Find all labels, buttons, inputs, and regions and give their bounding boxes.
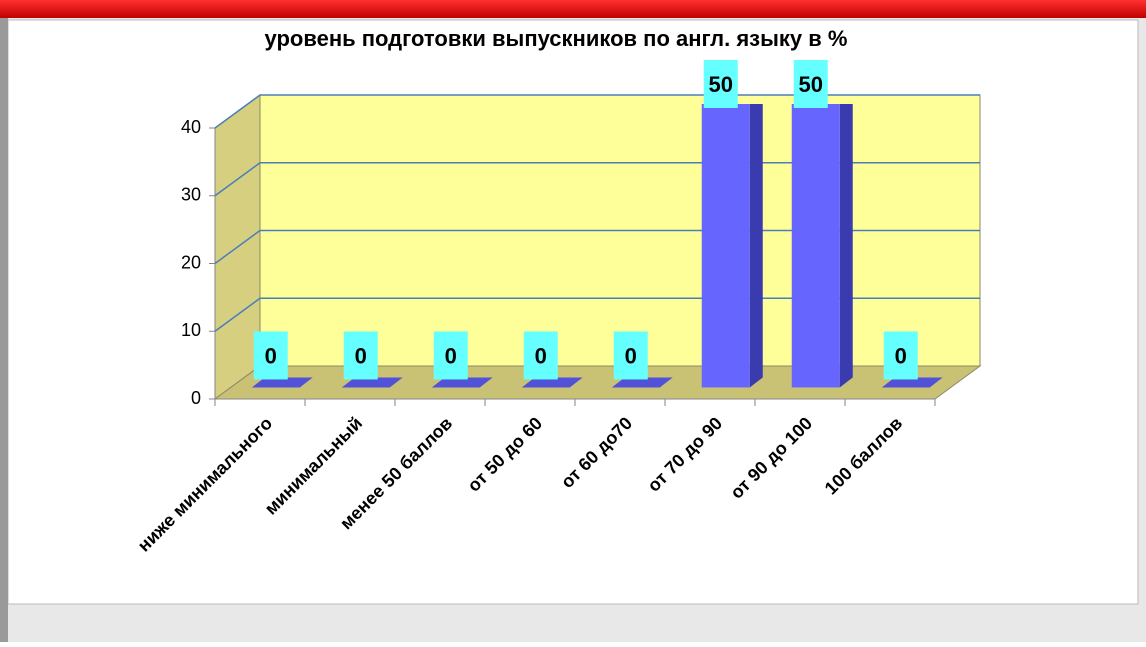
y-tick-label: 30: [181, 185, 201, 205]
y-tick-label: 0: [191, 388, 201, 408]
bar: [431, 377, 493, 388]
bar: [341, 377, 403, 388]
value-label-box: [703, 60, 738, 108]
value-label-box: [883, 331, 918, 380]
bar-top: [341, 377, 403, 388]
top-bar: [0, 0, 1146, 18]
left-edge: [0, 18, 8, 642]
value-label: 0: [445, 343, 457, 368]
bar-top: [431, 377, 493, 388]
bar: [521, 377, 583, 388]
value-label-box: [613, 331, 648, 380]
bar-side: [839, 104, 853, 388]
value-label: 50: [799, 72, 823, 97]
value-label: 0: [895, 343, 907, 368]
value-label-box: [793, 60, 828, 108]
grid-line: [214, 94, 980, 129]
bar-side: [749, 104, 763, 388]
bar: [701, 104, 763, 388]
bar-front: [701, 104, 750, 388]
bar-top: [521, 377, 583, 388]
y-tick-label: 40: [181, 117, 201, 137]
value-label-box: [523, 331, 558, 380]
value-label: 0: [625, 343, 637, 368]
bar-top: [611, 377, 673, 388]
value-label-box: [433, 331, 468, 380]
bar-top: [251, 377, 313, 388]
value-label: 0: [355, 343, 367, 368]
bar: [791, 104, 853, 388]
y-tick-label: 20: [181, 252, 201, 272]
floor: [213, 365, 982, 400]
bar-top: [881, 377, 943, 388]
value-label-box: [343, 331, 378, 380]
bar: [611, 377, 673, 388]
bar-front: [791, 104, 840, 388]
chart-title: уровень подготовки выпускников по англ. …: [265, 26, 848, 51]
value-label: 0: [265, 343, 277, 368]
value-label-box: [253, 331, 288, 380]
bars: [251, 104, 943, 388]
value-label: 50: [709, 72, 733, 97]
y-tick-label: 10: [181, 320, 201, 340]
bar: [881, 377, 943, 388]
value-label: 0: [535, 343, 547, 368]
bar: [251, 377, 313, 388]
